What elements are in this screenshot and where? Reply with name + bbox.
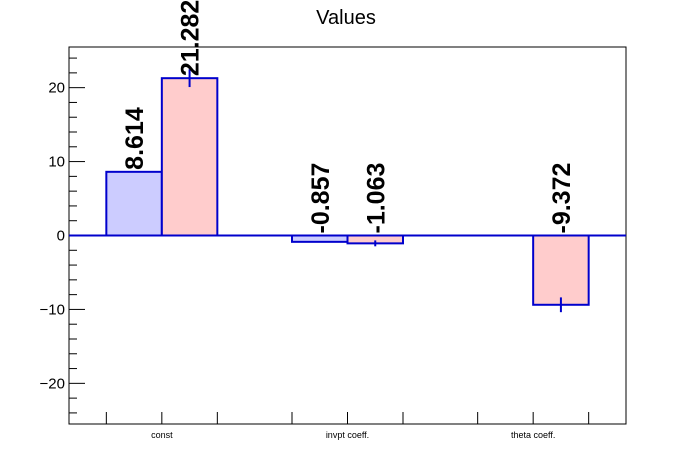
bars xyxy=(69,69,626,313)
value-label: -0.857 xyxy=(307,163,335,234)
chart-title: Values xyxy=(316,7,376,29)
x-axis: const invpt coeff. theta coeff. xyxy=(105,412,590,440)
value-label: 21.282 xyxy=(177,0,205,76)
value-labels: 8.614 -0.857 21.282 -1.063 -9.372 xyxy=(121,0,576,234)
y-tick-label: 20 xyxy=(48,80,65,97)
value-label: -1.063 xyxy=(362,163,390,234)
value-label: 8.614 xyxy=(121,107,149,170)
x-category-label: const xyxy=(151,430,173,440)
y-tick-label: 0 xyxy=(57,228,65,245)
bar xyxy=(105,170,163,237)
y-tick-label: −20 xyxy=(40,375,65,392)
bar xyxy=(160,77,219,237)
x-category-label: theta coeff. xyxy=(511,430,555,440)
x-category-label: invpt coeff. xyxy=(326,430,369,440)
y-tick-label: −10 xyxy=(40,301,65,318)
y-tick-label: 10 xyxy=(48,154,65,171)
bar xyxy=(532,234,590,306)
value-label: -9.372 xyxy=(548,163,576,234)
